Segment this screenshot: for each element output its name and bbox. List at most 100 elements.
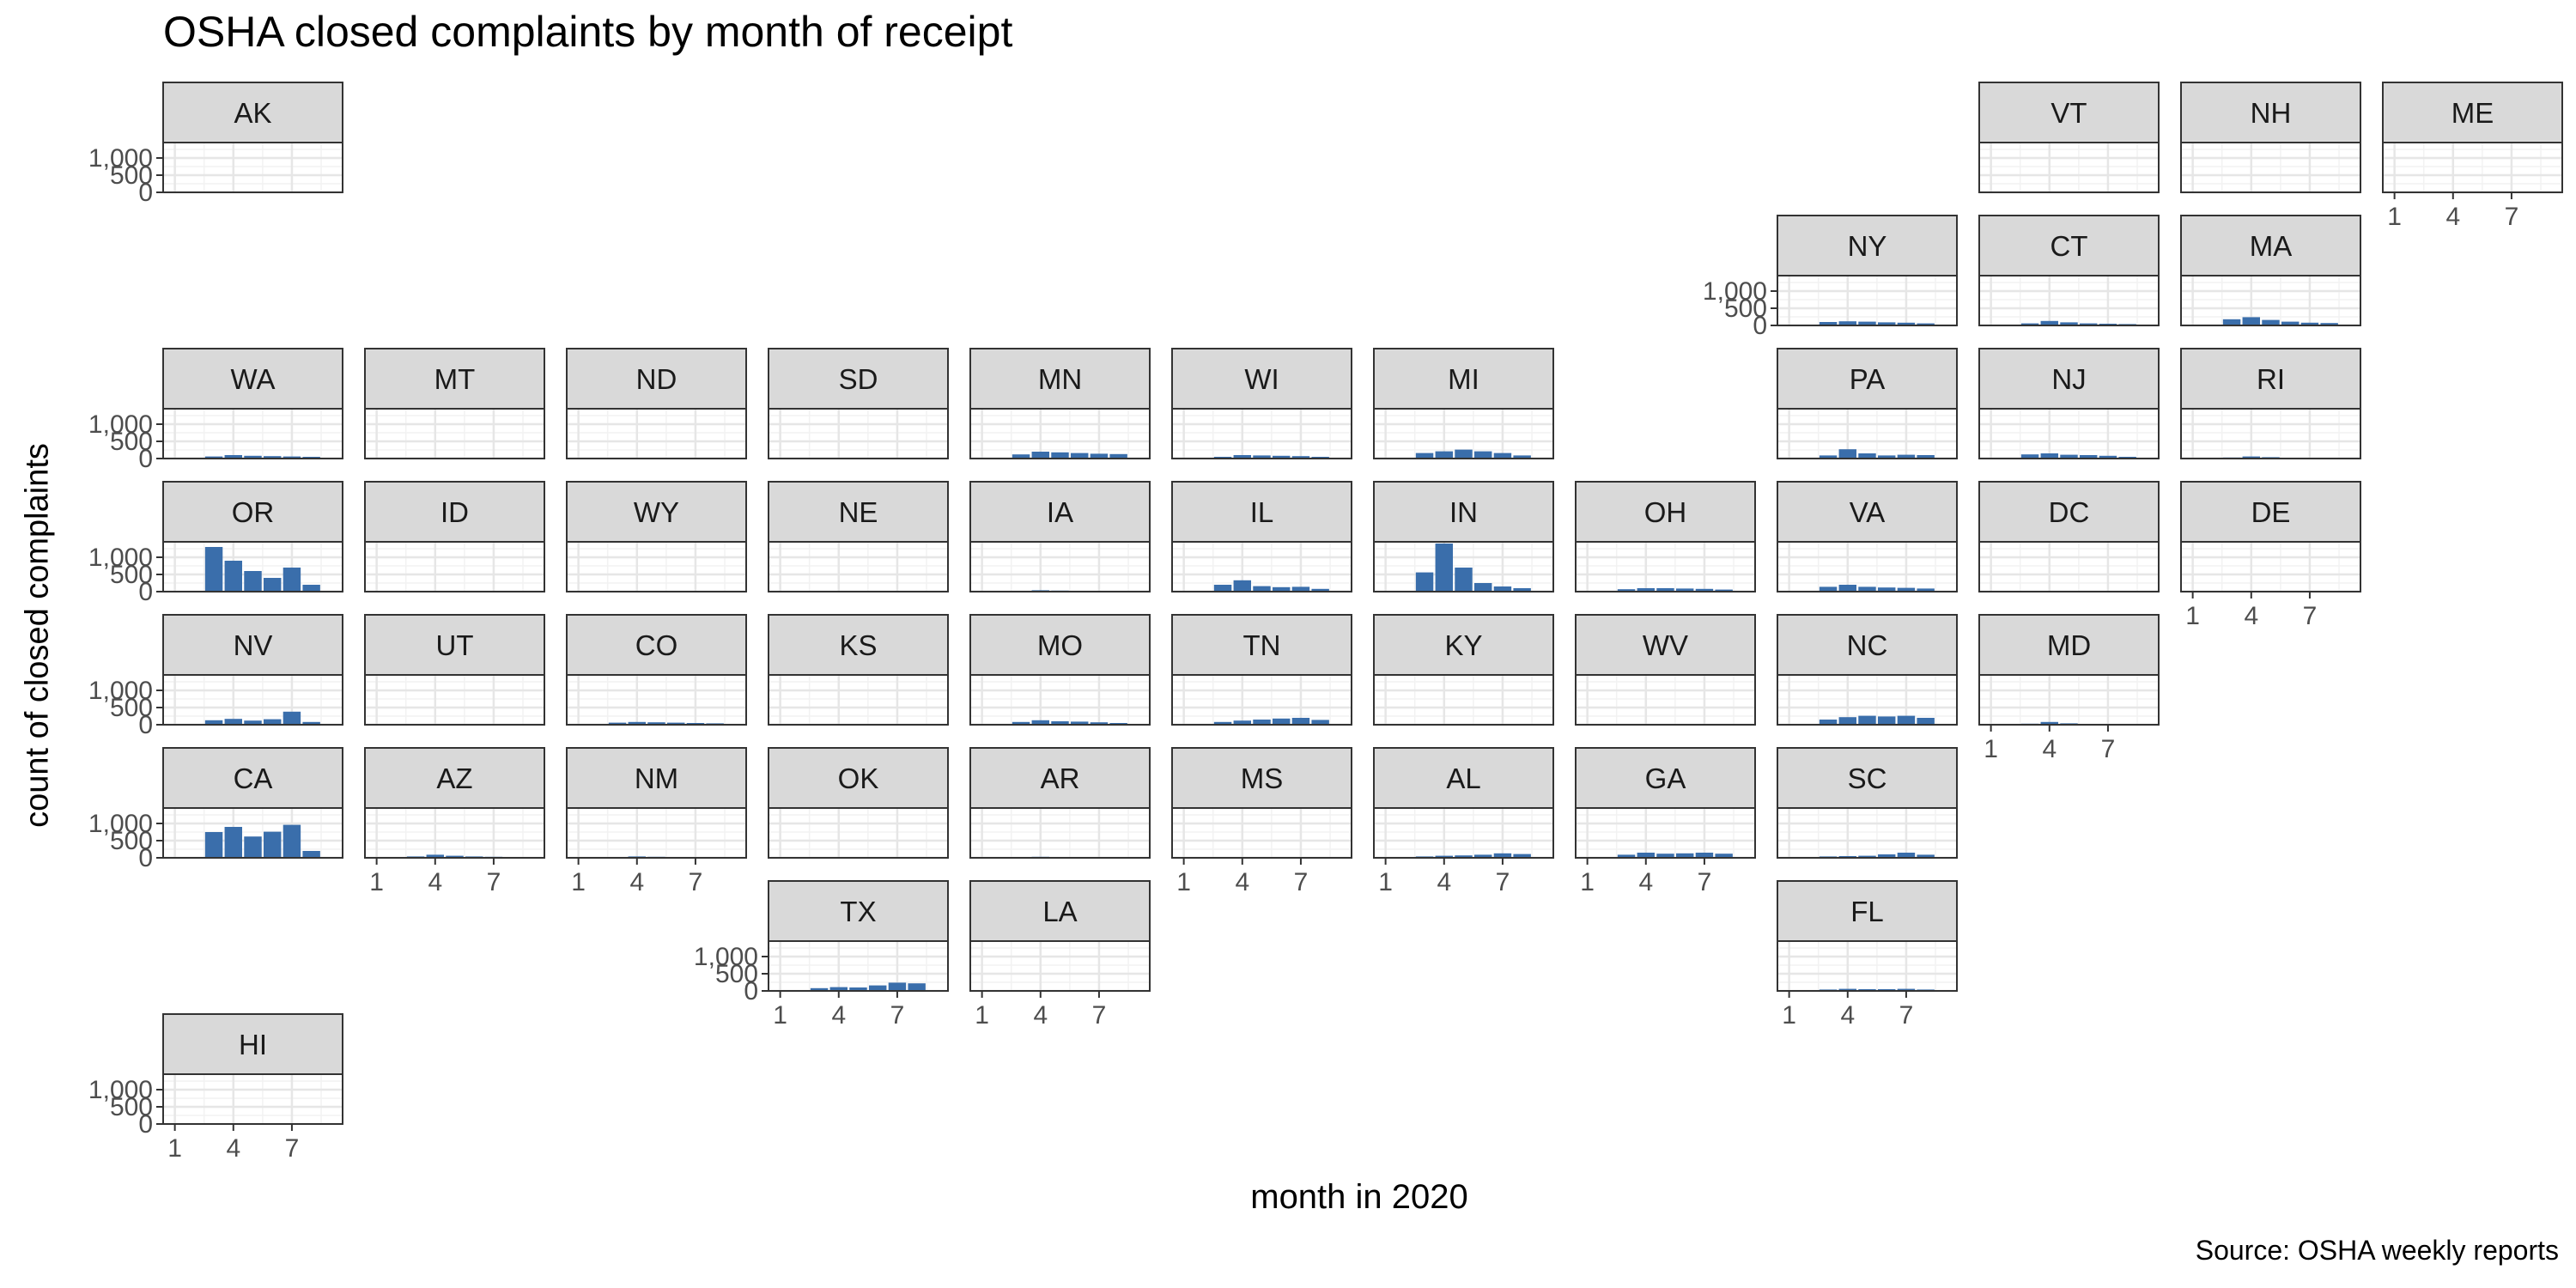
facet-panel-border (364, 674, 545, 726)
bar-il-m5 (1253, 586, 1271, 592)
y-tick-label: 500 (110, 428, 153, 456)
facet-panel-border (1777, 275, 1958, 326)
bar-co-m4 (628, 721, 647, 725)
facet-wv: WV (1575, 614, 1756, 726)
bar-il-m4 (1233, 580, 1252, 592)
facet-panel-border (768, 541, 949, 592)
bar-mn-m6 (1070, 453, 1089, 459)
facet-panel-border (768, 674, 949, 726)
facet-strip-label: DC (2049, 496, 2090, 528)
facet-strip-label: MO (1037, 629, 1083, 661)
bar-wa-m7 (283, 456, 301, 459)
facet-strip-label: LA (1042, 896, 1077, 927)
bar-tn-m7 (1291, 718, 1310, 725)
facet-panel-border (1978, 408, 2160, 459)
bar-oh-m6 (1675, 588, 1694, 592)
bar-oh-m4 (1637, 588, 1656, 592)
facet-strip-label: IL (1250, 496, 1274, 528)
y-tick-label: 1,000 (694, 943, 758, 971)
facet-strip (768, 747, 949, 809)
bar-nj-m7 (2099, 455, 2117, 459)
facet-strip-label: NY (1848, 230, 1887, 262)
facet-me: ME 1 4 7 (2382, 82, 2563, 231)
facet-panel-border (1373, 541, 1554, 592)
facet-ms: MS 1 4 7 (1171, 747, 1352, 896)
facet-nm: NM 1 4 7 (566, 747, 747, 896)
y-tick-label: 500 (110, 1093, 153, 1121)
facet-pa: PA (1777, 348, 1958, 460)
facet-strip-label: ME (2451, 97, 2494, 129)
bar-pa-m8 (1917, 455, 1935, 459)
facet-strip (969, 481, 1151, 543)
bar-in-m4 (1435, 544, 1454, 592)
bar-mi-m4 (1435, 451, 1454, 459)
bar-az-m5 (446, 855, 464, 858)
bar-va-m7 (1897, 587, 1916, 592)
facet-ut: UT (364, 614, 545, 726)
facet-ri: RI (2180, 348, 2361, 460)
bar-pa-m7 (1897, 454, 1916, 459)
bar-mn-m3 (1012, 454, 1030, 459)
bar-ct-m6 (2079, 323, 2098, 325)
facet-panel-border (2180, 142, 2361, 193)
facet-strip (1171, 614, 1352, 676)
facet-strip-label: WI (1244, 363, 1279, 395)
facet-strip-label: TN (1243, 629, 1281, 661)
bar-tx-m3 (810, 987, 829, 991)
facet-panel-border (364, 807, 545, 859)
bar-mo-m7 (1090, 722, 1109, 725)
facet-strip-label: PA (1850, 363, 1886, 395)
facet-mt: MT (364, 348, 545, 460)
bar-tn-m6 (1272, 718, 1291, 725)
facet-strip (364, 348, 545, 410)
bar-ca-m8 (302, 851, 320, 858)
y-tick-label: 0 (138, 578, 153, 606)
x-tick-label: 4 (226, 1134, 240, 1163)
bar-ma-m8 (2320, 323, 2338, 325)
facet-strip (768, 348, 949, 410)
facet-strip (768, 880, 949, 942)
bar-ny-m3 (1819, 322, 1838, 325)
facet-panel-border (969, 408, 1151, 459)
bar-ga-m8 (1715, 854, 1733, 858)
bar-al-m4 (1435, 855, 1454, 858)
facet-strip-label: NE (839, 496, 878, 528)
x-tick-label: 7 (1294, 868, 1309, 896)
facet-id: ID (364, 481, 545, 593)
facet-va: VA (1777, 481, 1958, 593)
bar-mi-m7 (1493, 453, 1512, 459)
bar-tx-m6 (868, 985, 887, 991)
facet-panel-border (162, 541, 343, 592)
facet-ar: AR (969, 747, 1151, 860)
facet-strip-label: DE (2251, 496, 2291, 528)
x-tick-label: 1 (571, 868, 586, 896)
bar-ny-m8 (1917, 323, 1935, 325)
facet-strip-label: OR (232, 496, 275, 528)
facet-strip (969, 880, 1151, 942)
facet-strip-label: MN (1038, 363, 1082, 395)
bar-mo-m6 (1070, 721, 1089, 725)
bar-in-m8 (1513, 588, 1531, 592)
facet-strip (2180, 82, 2361, 143)
bar-wa-m5 (244, 455, 262, 459)
y-tick-label: 1,000 (88, 410, 153, 439)
bar-ma-m5 (2262, 319, 2280, 325)
bar-mn-m8 (1109, 453, 1127, 459)
bar-mo-m4 (1031, 720, 1050, 725)
y-tick-label: 0 (138, 179, 153, 207)
facet-ky: KY (1373, 614, 1554, 726)
bar-ca-m3 (204, 832, 223, 858)
x-tick-label: 7 (1899, 1001, 1914, 1030)
x-tick-label: 4 (1638, 868, 1653, 896)
bar-ny-m4 (1838, 321, 1857, 325)
facet-panel-border (969, 807, 1151, 859)
x-tick-label: 4 (831, 1001, 846, 1030)
facet-panel-border (2180, 408, 2361, 459)
y-tick-label: 0 (138, 711, 153, 739)
x-tick-label: 7 (1496, 868, 1510, 896)
facet-nh: NH (2180, 82, 2361, 194)
bar-tn-m8 (1311, 720, 1329, 725)
facet-strip-label: KY (1444, 629, 1482, 661)
x-tick-label: 1 (167, 1134, 182, 1163)
bar-ga-m3 (1617, 854, 1636, 858)
